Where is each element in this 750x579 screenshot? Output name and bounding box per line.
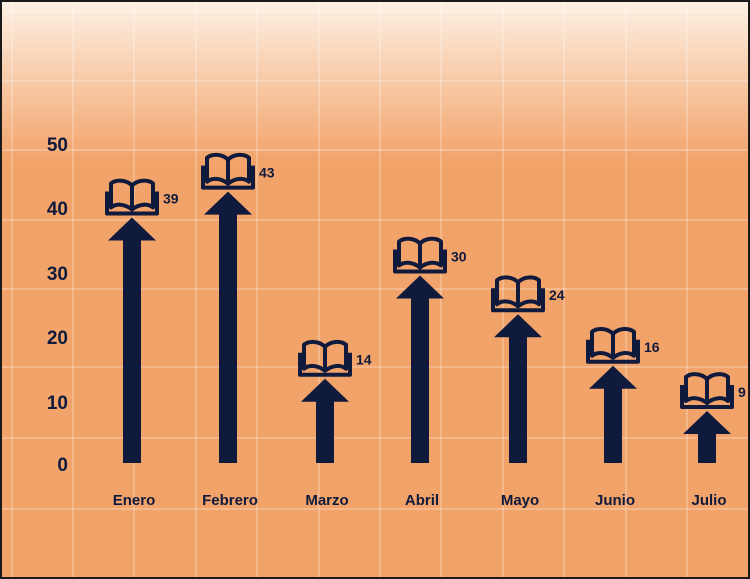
x-tick-label: Marzo xyxy=(305,492,348,509)
data-label: 39 xyxy=(163,190,179,206)
bar-mark: 30 xyxy=(393,236,467,463)
bar-mark: 43 xyxy=(201,152,275,463)
data-label: 9 xyxy=(738,384,746,400)
marks: 39 43 14 30 24 16 9 xyxy=(105,152,746,463)
arrow-head xyxy=(108,217,156,241)
data-label: 43 xyxy=(259,165,275,181)
y-tick-label: 50 xyxy=(47,135,68,156)
x-tick-label: Enero xyxy=(113,492,156,509)
y-tick-label: 20 xyxy=(47,328,68,349)
arrow-shaft xyxy=(604,387,622,463)
x-tick-label: Mayo xyxy=(501,492,539,509)
arrow-shaft xyxy=(698,432,716,463)
y-axis: 0 10 20 30 40 50 xyxy=(47,135,68,476)
x-tick-label: Julio xyxy=(691,492,726,509)
arrow-head xyxy=(494,314,542,338)
book-icon xyxy=(491,275,545,313)
bar-mark: 39 xyxy=(105,178,179,463)
y-tick-label: 0 xyxy=(57,455,68,476)
book-icon xyxy=(105,178,159,216)
arrow-head xyxy=(301,378,349,402)
bar-mark: 24 xyxy=(491,275,565,463)
book-icon xyxy=(201,152,255,190)
arrow-head xyxy=(589,365,637,389)
arrow-shaft xyxy=(316,400,334,463)
arrow-shaft xyxy=(411,297,429,463)
arrow-shaft xyxy=(509,336,527,463)
x-tick-label: Abril xyxy=(405,492,439,509)
arrow-head xyxy=(396,275,444,299)
data-label: 14 xyxy=(356,352,372,368)
arrow-head xyxy=(204,191,252,215)
arrow-shaft xyxy=(219,213,237,463)
book-icon xyxy=(586,327,640,364)
bar-mark: 16 xyxy=(586,327,660,463)
book-icon xyxy=(298,339,352,377)
data-label: 16 xyxy=(644,339,660,355)
x-axis: Enero Febrero Marzo Abril Mayo Junio Julio xyxy=(113,492,727,509)
data-label: 30 xyxy=(451,249,467,265)
x-tick-label: Febrero xyxy=(202,492,258,509)
book-icon xyxy=(680,372,734,409)
data-label: 24 xyxy=(549,287,565,303)
bar-mark: 14 xyxy=(298,339,372,463)
arrow-shaft xyxy=(123,239,141,463)
y-tick-label: 10 xyxy=(47,393,68,414)
x-tick-label: Junio xyxy=(595,492,635,509)
book-icon xyxy=(393,236,447,274)
arrow-head xyxy=(683,410,731,434)
y-tick-label: 30 xyxy=(47,264,68,285)
y-tick-label: 40 xyxy=(47,199,68,220)
bar-mark: 9 xyxy=(680,372,746,463)
